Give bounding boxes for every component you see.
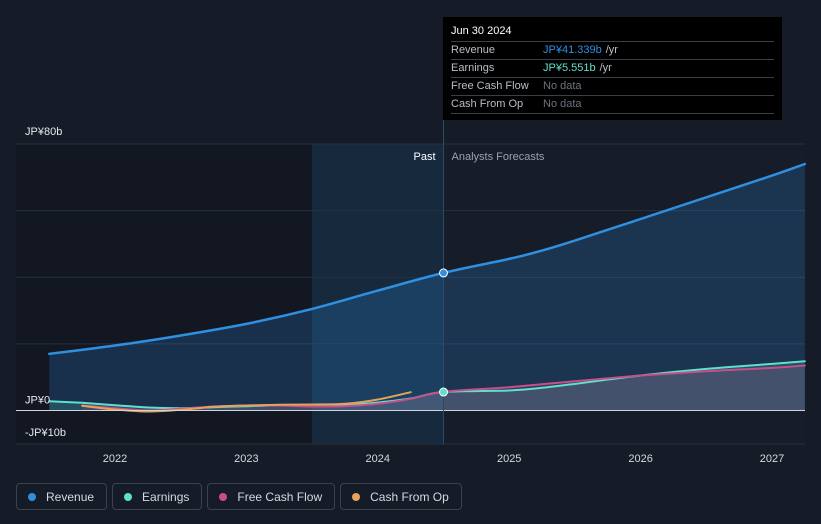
tooltip-label: Earnings xyxy=(451,62,495,74)
hover-markers xyxy=(439,268,448,397)
forecast-region-label: Analysts Forecasts xyxy=(452,151,545,163)
cash-from-op-dot-icon xyxy=(352,492,361,501)
tooltip-row-revenue: Revenue JP¥41.339b /yr xyxy=(451,41,774,59)
x-tick-label: 2023 xyxy=(234,453,258,465)
series-areas xyxy=(49,164,805,411)
legend-item-earnings[interactable]: Earnings xyxy=(112,483,203,510)
legend-item-cash-from-op[interactable]: Cash From Op xyxy=(340,483,462,510)
tooltip-value: JP¥41.339b xyxy=(543,44,602,56)
tooltip-value: No data xyxy=(543,80,582,92)
tooltip-row-free-cash-flow: Free Cash Flow No data xyxy=(451,77,774,95)
y-axis-labels: JP¥80b JP¥0 -JP¥10b xyxy=(25,126,66,439)
y-tick-label: -JP¥10b xyxy=(25,427,66,439)
past-highlight-region xyxy=(312,144,444,444)
earnings-dot-icon xyxy=(124,492,133,501)
legend-label: Revenue xyxy=(46,489,95,504)
tooltip-date: Jun 30 2024 xyxy=(451,25,512,37)
x-tick-label: 2026 xyxy=(628,453,652,465)
earnings-marker xyxy=(439,387,448,397)
tooltip-value: No data xyxy=(543,98,582,110)
revenue-area xyxy=(49,164,805,411)
free-cash-flow-dot-icon xyxy=(219,492,228,501)
tooltip-label: Cash From Op xyxy=(451,98,524,110)
revenue-marker xyxy=(439,268,448,278)
x-tick-label: 2022 xyxy=(103,453,127,465)
tooltip-row-cash-from-op: Cash From Op No data xyxy=(451,95,774,114)
x-tick-label: 2025 xyxy=(497,453,521,465)
y-tick-label: JP¥0 xyxy=(25,395,50,407)
x-tick-label: 2024 xyxy=(366,453,390,465)
tooltip-label: Revenue xyxy=(451,44,496,56)
tooltip-value: JP¥5.551b xyxy=(543,62,596,74)
series-lines xyxy=(48,162,807,413)
past-region-label: Past xyxy=(413,151,435,163)
y-tick-label: JP¥80b xyxy=(25,126,62,138)
x-tick-label: 2027 xyxy=(760,453,784,465)
tooltip-row-earnings: Earnings JP¥5.551b /yr xyxy=(451,59,774,77)
past-shade-region xyxy=(16,144,313,444)
chart-legend: Revenue Earnings Free Cash Flow Cash Fro… xyxy=(16,483,462,510)
grid-lines xyxy=(16,143,805,445)
hover-tooltip: Jun 30 2024 Revenue JP¥41.339b /yr Earni… xyxy=(443,17,782,120)
earnings-area xyxy=(49,361,805,411)
x-axis-labels: 2022 2023 2024 2025 2026 2027 xyxy=(103,453,784,465)
tooltip-unit: /yr xyxy=(599,62,612,74)
legend-item-free-cash-flow[interactable]: Free Cash Flow xyxy=(207,483,336,510)
free-cash-flow-area xyxy=(82,365,805,411)
cash-from-op-line xyxy=(81,391,412,413)
tooltip-unit: /yr xyxy=(605,44,618,56)
revenue-line xyxy=(48,162,807,356)
legend-label: Cash From Op xyxy=(370,489,449,504)
legend-label: Earnings xyxy=(142,489,190,504)
legend-label: Free Cash Flow xyxy=(237,489,323,504)
revenue-dot-icon xyxy=(28,492,36,501)
tooltip-label: Free Cash Flow xyxy=(451,80,529,92)
legend-item-revenue[interactable]: Revenue xyxy=(16,483,108,510)
